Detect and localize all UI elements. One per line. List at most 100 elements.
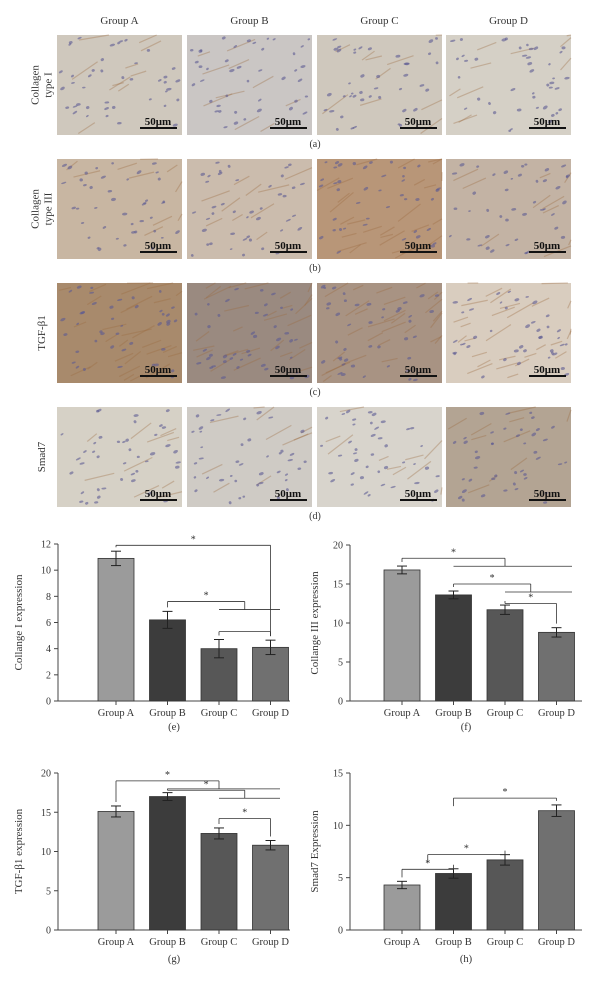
stain-fiber xyxy=(245,183,262,197)
cell-nucleus xyxy=(450,39,456,42)
cell-nucleus xyxy=(161,201,165,204)
cell-nucleus xyxy=(75,350,80,354)
cell-nucleus xyxy=(99,330,103,334)
cell-nucleus xyxy=(523,349,527,353)
cell-nucleus xyxy=(278,452,282,455)
cell-nucleus xyxy=(258,481,264,485)
stain-fiber xyxy=(193,345,215,351)
stain-fiber xyxy=(112,82,124,87)
stain-fiber xyxy=(341,232,357,238)
cell-nucleus xyxy=(200,172,206,176)
cell-nucleus xyxy=(229,69,235,73)
cell-nucleus xyxy=(151,162,157,165)
y-tick-label: 0 xyxy=(46,926,51,937)
stain-fiber xyxy=(202,64,230,75)
stain-fiber xyxy=(367,318,395,328)
cell-nucleus xyxy=(318,184,324,188)
significance-star: * xyxy=(490,573,495,584)
cell-nucleus xyxy=(289,376,295,380)
stain-fiber xyxy=(146,431,175,443)
cell-nucleus xyxy=(117,365,123,368)
cell-nucleus xyxy=(124,38,128,42)
cell-nucleus xyxy=(82,86,86,89)
cell-nucleus xyxy=(292,52,296,56)
cell-nucleus xyxy=(370,433,376,437)
cell-nucleus xyxy=(528,47,534,51)
stain-fiber xyxy=(392,466,407,476)
stain-fiber xyxy=(405,454,424,461)
cell-nucleus xyxy=(390,485,396,489)
bar xyxy=(435,594,472,702)
stain-fiber xyxy=(367,332,384,342)
cell-nucleus xyxy=(149,216,153,219)
cell-nucleus xyxy=(320,444,324,447)
stain-fiber xyxy=(490,288,512,304)
cell-nucleus xyxy=(381,174,387,178)
tissue-background xyxy=(57,407,182,507)
cell-nucleus xyxy=(233,121,239,125)
cell-nucleus xyxy=(485,246,490,250)
cell-nucleus xyxy=(125,438,129,442)
y-tick-label: 15 xyxy=(333,769,343,780)
cell-nucleus xyxy=(240,443,244,447)
cell-nucleus xyxy=(276,470,281,474)
y-tick-label: 20 xyxy=(333,541,343,552)
cell-nucleus xyxy=(448,234,452,238)
cell-nucleus xyxy=(435,187,441,191)
cell-nucleus xyxy=(208,353,213,357)
cell-nucleus xyxy=(406,427,411,431)
stain-fiber xyxy=(77,122,96,135)
stain-fiber xyxy=(327,177,354,190)
cell-nucleus xyxy=(544,492,548,494)
cell-nucleus xyxy=(214,110,220,113)
scale-bar-label: 50μm xyxy=(275,116,301,128)
cell-nucleus xyxy=(266,455,269,458)
cell-nucleus xyxy=(363,186,369,191)
cell-nucleus xyxy=(538,336,543,339)
stain-fiber xyxy=(161,480,175,489)
cell-nucleus xyxy=(104,101,110,104)
cell-nucleus xyxy=(94,339,98,343)
cell-nucleus xyxy=(435,37,438,40)
cell-nucleus xyxy=(319,236,324,240)
cell-nucleus xyxy=(91,302,97,306)
cell-nucleus xyxy=(173,319,178,323)
cell-nucleus xyxy=(80,491,85,495)
cell-nucleus xyxy=(350,483,354,486)
stain-fiber xyxy=(337,242,367,253)
cell-nucleus xyxy=(551,425,555,429)
cell-nucleus xyxy=(92,450,96,453)
cell-nucleus xyxy=(452,441,457,444)
cell-nucleus xyxy=(171,306,175,309)
cell-nucleus xyxy=(191,430,195,433)
cell-nucleus xyxy=(190,254,194,257)
stain-fiber xyxy=(397,203,421,222)
stain-fiber xyxy=(117,83,130,92)
stain-fiber xyxy=(550,340,563,346)
cell-nucleus xyxy=(117,122,122,125)
cell-nucleus xyxy=(536,328,541,332)
cell-nucleus xyxy=(233,45,238,48)
cell-nucleus xyxy=(133,414,139,417)
scale-bar-label: 50μm xyxy=(534,116,560,128)
cell-nucleus xyxy=(333,47,339,51)
cell-nucleus xyxy=(430,197,434,201)
tissue-background xyxy=(317,283,442,383)
cell-nucleus xyxy=(165,444,171,448)
cell-nucleus xyxy=(289,356,293,359)
cell-nucleus xyxy=(58,70,63,74)
stain-fiber xyxy=(555,351,567,359)
cell-nucleus xyxy=(126,178,130,181)
cell-nucleus xyxy=(277,193,283,196)
row-label-line: Collagen xyxy=(30,65,42,105)
cell-nucleus xyxy=(340,115,344,119)
x-tick-label: Group A xyxy=(384,708,421,719)
cell-nucleus xyxy=(516,108,522,112)
stain-fiber xyxy=(424,440,443,460)
cell-nucleus xyxy=(505,243,510,247)
y-tick-label: 2 xyxy=(46,670,51,681)
stain-fiber xyxy=(215,90,245,99)
scale-bar-label: 50μm xyxy=(405,116,431,128)
cell-nucleus xyxy=(76,322,80,326)
stain-fiber xyxy=(329,191,354,213)
